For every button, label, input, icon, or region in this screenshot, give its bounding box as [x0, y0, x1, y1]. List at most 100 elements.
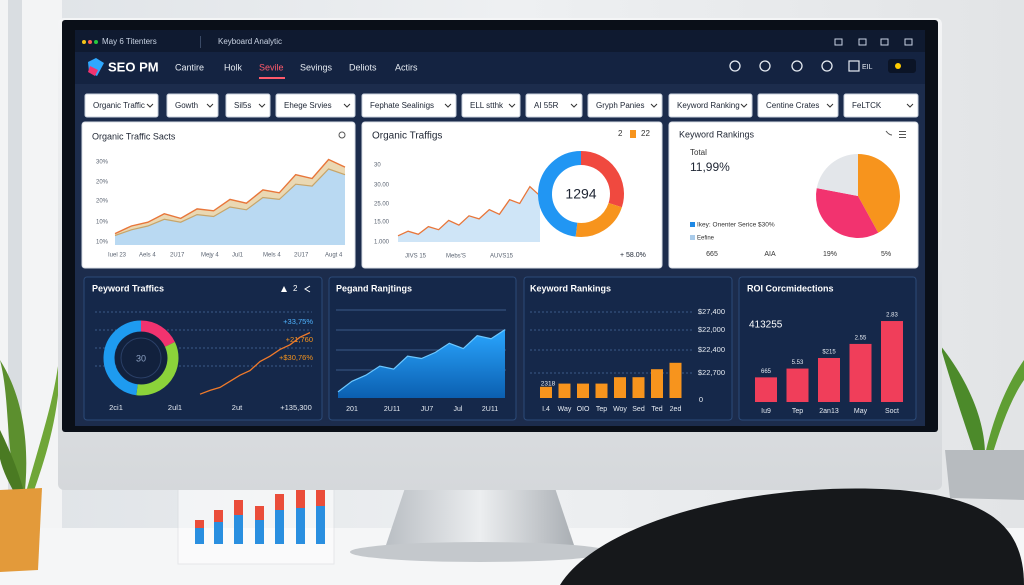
window-dot [82, 40, 86, 44]
label: Total [690, 148, 707, 157]
window-dot [88, 40, 92, 44]
label: 19% [823, 251, 837, 258]
label: 2U11 [482, 406, 498, 413]
line [397, 185, 541, 237]
label: Ikey: Onenter Serice $30% [697, 222, 775, 229]
label: 30 [136, 353, 146, 363]
label: Jul [454, 406, 463, 413]
label: Woy [613, 406, 627, 413]
bar [595, 383, 608, 398]
label: Sevings [300, 62, 333, 72]
bar [755, 377, 777, 402]
filter-dropdown[interactable] [525, 93, 583, 118]
label: Sed [632, 406, 645, 413]
label: 2an13 [819, 408, 839, 415]
bar [540, 386, 552, 398]
label: Organic Traffigs [372, 131, 442, 142]
bar [632, 377, 645, 398]
label: 22 [641, 129, 650, 138]
nav-icon [791, 60, 803, 72]
nav-icon [848, 60, 860, 72]
donut-segment [580, 151, 624, 208]
chair [560, 488, 1024, 585]
label: $22,000 [698, 325, 725, 334]
label: 15.00 [374, 220, 390, 226]
label: Mebs'S [446, 254, 466, 260]
monitor-stand [385, 488, 575, 548]
bar [558, 383, 571, 398]
label: Ehege Srvies [284, 101, 332, 110]
title-bar [75, 30, 925, 52]
label: Gowth [175, 101, 198, 110]
dropdown-chevron [343, 103, 351, 108]
panel [738, 276, 917, 421]
label: 2U11 [384, 406, 400, 413]
nav-icon [759, 60, 771, 72]
dropdown-chevron [508, 103, 516, 108]
label: 20% [96, 199, 109, 205]
label: 665 [761, 369, 772, 375]
donut-inner-ring [120, 337, 162, 379]
label: $215 [822, 350, 836, 356]
label: 0 [699, 395, 703, 404]
filter-dropdown[interactable] [668, 93, 753, 118]
label: $22,400 [698, 345, 725, 354]
label: Aels 4 [139, 253, 156, 259]
label: 2318 [541, 381, 556, 388]
label: FeLTCK [852, 101, 882, 110]
label: Sil5s [234, 101, 251, 110]
label: Way [558, 406, 572, 413]
label: 30 [374, 163, 381, 169]
filter-dropdown[interactable] [843, 93, 919, 118]
label: Eefine [697, 236, 715, 242]
window-dot [94, 40, 98, 44]
label: 2.55 [855, 335, 867, 341]
nav-icon [821, 60, 833, 72]
bar [614, 377, 626, 398]
left-plant [0, 350, 61, 572]
label: Iu9 [761, 408, 771, 415]
label: + 58.0% [620, 252, 646, 259]
filter-dropdown[interactable] [166, 93, 219, 118]
label: 5% [881, 251, 891, 258]
nav-bar [75, 52, 925, 84]
label: Fephate Sealinigs [370, 101, 434, 110]
label: Keyword Rankings [679, 129, 755, 139]
line [114, 168, 346, 237]
bar [669, 362, 682, 398]
legend-swatch [690, 222, 695, 227]
label: 10% [96, 220, 109, 226]
stand-base [350, 542, 610, 562]
pie-slice [816, 154, 858, 196]
filter-dropdown[interactable] [587, 93, 663, 118]
filter-dropdown[interactable] [275, 93, 356, 118]
filter-dropdown[interactable] [84, 93, 159, 118]
menu-icon [899, 137, 906, 138]
label: Mejy 4 [201, 253, 219, 259]
label: +$30,76% [279, 353, 313, 362]
pie-slice [858, 154, 900, 233]
dropdown-chevron [740, 103, 748, 108]
label: 2 [293, 284, 298, 293]
filter-dropdown[interactable] [361, 93, 457, 118]
filter-dropdown[interactable] [757, 93, 839, 118]
label: May [854, 408, 868, 415]
menu-icon [899, 131, 906, 132]
nav-active-underline [259, 77, 285, 79]
search-icon [338, 131, 346, 139]
filter-dropdown[interactable] [225, 93, 271, 118]
label: AUVS15 [490, 254, 514, 260]
label: 1.000 [374, 240, 390, 246]
label: May 6 Titenters [102, 37, 157, 46]
label: Peyword Traffics [92, 283, 164, 293]
label: 2ed [670, 406, 682, 413]
label: +135,300 [280, 403, 312, 412]
label: 10% [96, 240, 109, 246]
area [398, 186, 540, 242]
donut-segment [575, 202, 622, 237]
label: 1294 [565, 186, 596, 202]
label: 25.00 [374, 202, 390, 208]
label: Holk [224, 62, 243, 72]
filter-dropdown[interactable] [461, 93, 521, 118]
